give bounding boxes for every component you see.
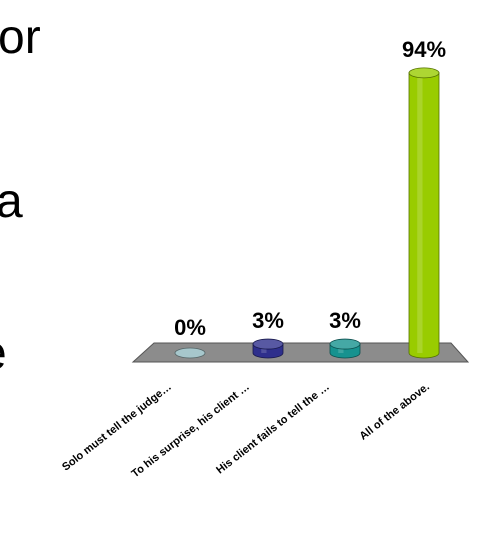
- value-label-2: 3%: [252, 308, 284, 333]
- slide-text-fragment-2: a: [0, 175, 23, 228]
- chart-floor: [131, 342, 470, 363]
- value-label-3: 3%: [329, 308, 361, 333]
- value-label-4: 94%: [402, 37, 446, 62]
- value-label-1: 0%: [174, 315, 206, 340]
- bar-2: [252, 338, 284, 359]
- slide-text-fragment-1: or: [0, 11, 41, 64]
- bar-3: [329, 338, 361, 359]
- slide-text-fragment-3: e: [0, 330, 7, 378]
- category-label-4: All of the above.: [358, 381, 432, 443]
- bar-4: [408, 67, 440, 359]
- bar-1: [174, 347, 206, 359]
